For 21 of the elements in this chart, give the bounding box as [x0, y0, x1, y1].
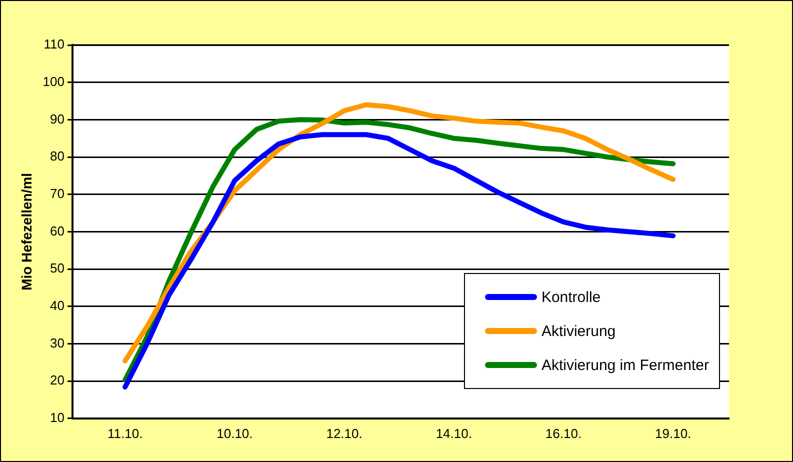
legend-label: Aktivierung [541, 322, 616, 340]
y-tick-label: 110 [44, 36, 64, 52]
x-tick-label: 16.10. [545, 426, 582, 441]
y-tick-label: 100 [42, 74, 64, 89]
y-tick-label: 80 [50, 148, 64, 164]
y-tick-label: 40 [50, 298, 64, 313]
x-tick-label: 12.10. [326, 426, 362, 441]
x-tick-label: 10.10. [216, 426, 253, 441]
y-axis-title: Mio Hefezellen/ml [18, 172, 34, 290]
y-tick-label: 50 [50, 260, 64, 276]
y-tick-label: 10 [50, 410, 64, 425]
x-tick-label: 14.10. [436, 426, 472, 441]
y-tick-label: 90 [50, 111, 64, 126]
x-tick-label: 11.10. [108, 426, 143, 441]
y-tick-label: 20 [50, 372, 64, 388]
y-tick-label: 70 [50, 186, 64, 201]
legend-label: Aktivierung im Fermenter [541, 356, 709, 374]
y-tick-label: 30 [50, 335, 64, 350]
legend-label: Kontrolle [541, 288, 601, 306]
x-tick-label: 19.10. [655, 426, 692, 441]
y-tick-label: 60 [50, 223, 64, 238]
